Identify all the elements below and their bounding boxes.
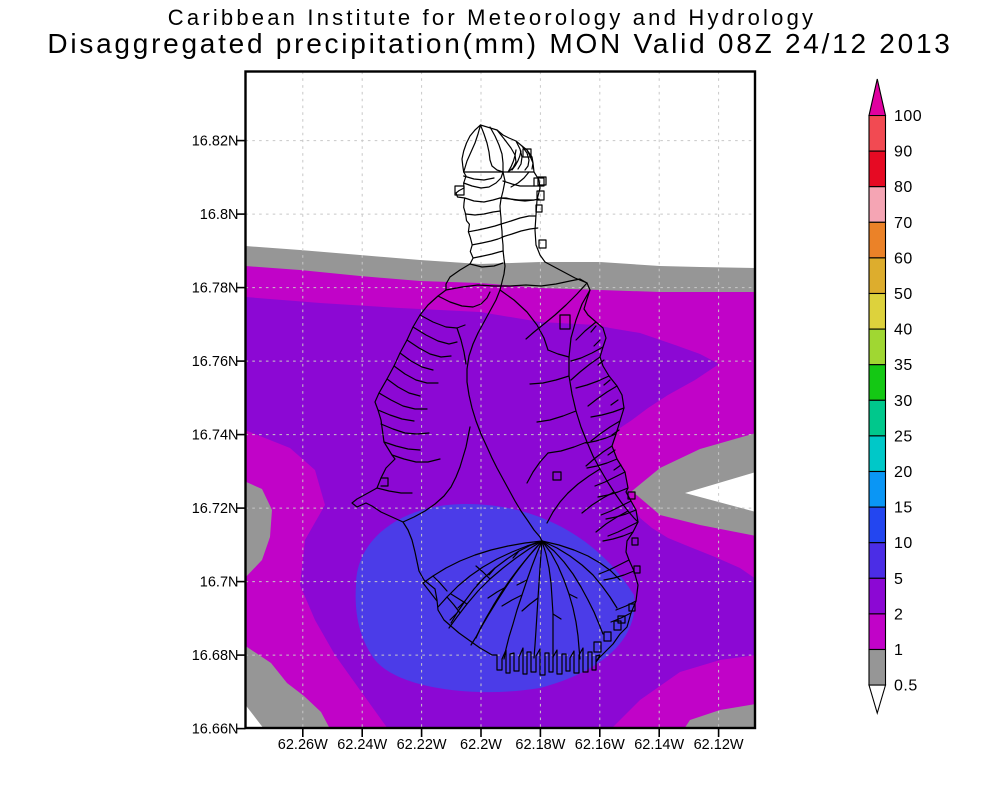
svg-text:62.22W: 62.22W	[397, 737, 447, 753]
svg-text:16.72N: 16.72N	[192, 501, 239, 517]
svg-text:62.26W: 62.26W	[278, 737, 328, 753]
svg-text:30: 30	[894, 393, 913, 410]
svg-text:100: 100	[894, 108, 922, 125]
svg-text:16.76N: 16.76N	[192, 354, 239, 370]
svg-text:20: 20	[894, 464, 913, 481]
svg-text:16.74N: 16.74N	[192, 428, 239, 444]
svg-text:62.14W: 62.14W	[634, 737, 684, 753]
svg-text:60: 60	[894, 250, 913, 267]
svg-text:50: 50	[894, 286, 913, 303]
svg-text:62.24W: 62.24W	[337, 737, 387, 753]
svg-text:10: 10	[894, 535, 913, 552]
svg-text:16.78N: 16.78N	[192, 281, 239, 297]
svg-text:16.66N: 16.66N	[192, 722, 239, 738]
svg-text:35: 35	[894, 357, 913, 374]
svg-text:62.12W: 62.12W	[694, 737, 744, 753]
svg-text:40: 40	[894, 322, 913, 339]
svg-text:Caribbean Institute for Meteor: Caribbean Institute for Meteorology and …	[168, 5, 816, 30]
svg-text:0.5: 0.5	[894, 678, 918, 695]
svg-text:1: 1	[894, 642, 903, 659]
svg-text:16.8N: 16.8N	[200, 207, 239, 223]
svg-text:25: 25	[894, 428, 913, 445]
svg-text:90: 90	[894, 144, 913, 161]
svg-text:15: 15	[894, 500, 913, 517]
svg-text:16.7N: 16.7N	[200, 575, 239, 591]
svg-text:62.16W: 62.16W	[575, 737, 625, 753]
svg-text:70: 70	[894, 215, 913, 232]
svg-text:16.68N: 16.68N	[192, 648, 239, 664]
svg-text:5: 5	[894, 571, 903, 588]
svg-text:16.82N: 16.82N	[192, 134, 239, 150]
svg-text:62.2W: 62.2W	[460, 737, 502, 753]
svg-text:Disaggregated precipitation(mm: Disaggregated precipitation(mm) MON Vali…	[47, 28, 952, 59]
svg-text:80: 80	[894, 179, 913, 196]
svg-text:62.18W: 62.18W	[515, 737, 565, 753]
svg-text:2: 2	[894, 606, 903, 623]
